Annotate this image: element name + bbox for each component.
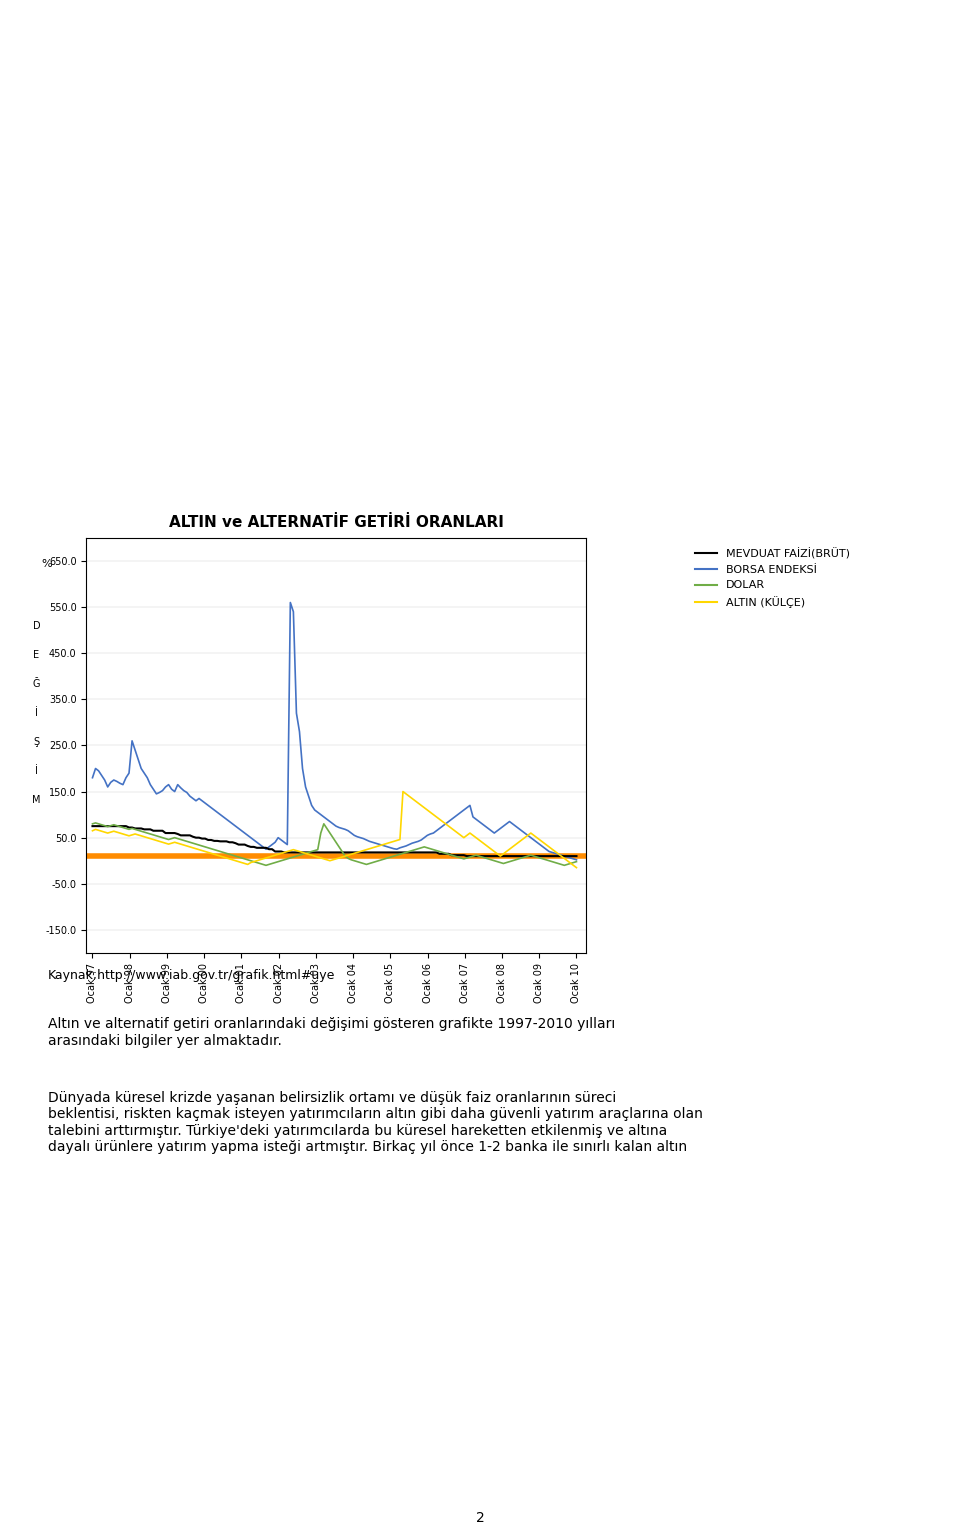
Text: Altın ve alternatif getiri oranlarındaki değişimi gösteren grafikte 1997-2010 yı: Altın ve alternatif getiri oranlarındaki… [48,1017,615,1048]
Text: E: E [34,650,39,659]
Text: Kaynak;http://www.iab.gov.tr/grafik.html#uye: Kaynak;http://www.iab.gov.tr/grafik.html… [48,970,335,982]
Text: %: % [41,558,52,569]
Text: İ: İ [36,765,37,776]
Text: İ: İ [36,709,37,718]
Legend: MEVDUAT FAİZİ(BRÜT), BORSA ENDEKSİ, DOLAR, ALTIN (KÜLÇE): MEVDUAT FAİZİ(BRÜT), BORSA ENDEKSİ, DOLA… [690,544,854,612]
Text: Ş: Ş [34,738,39,747]
Title: ALTIN ve ALTERNATİF GETİRİ ORANLARI: ALTIN ve ALTERNATİF GETİRİ ORANLARI [169,515,503,530]
Text: Dünyada küresel krizde yaşanan belirsizlik ortamı ve düşük faiz oranlarının süre: Dünyada küresel krizde yaşanan belirsizl… [48,1091,703,1154]
Text: Ğ: Ğ [33,679,40,689]
Text: M: M [33,795,40,805]
Text: D: D [33,621,40,632]
Text: 2: 2 [475,1511,485,1525]
